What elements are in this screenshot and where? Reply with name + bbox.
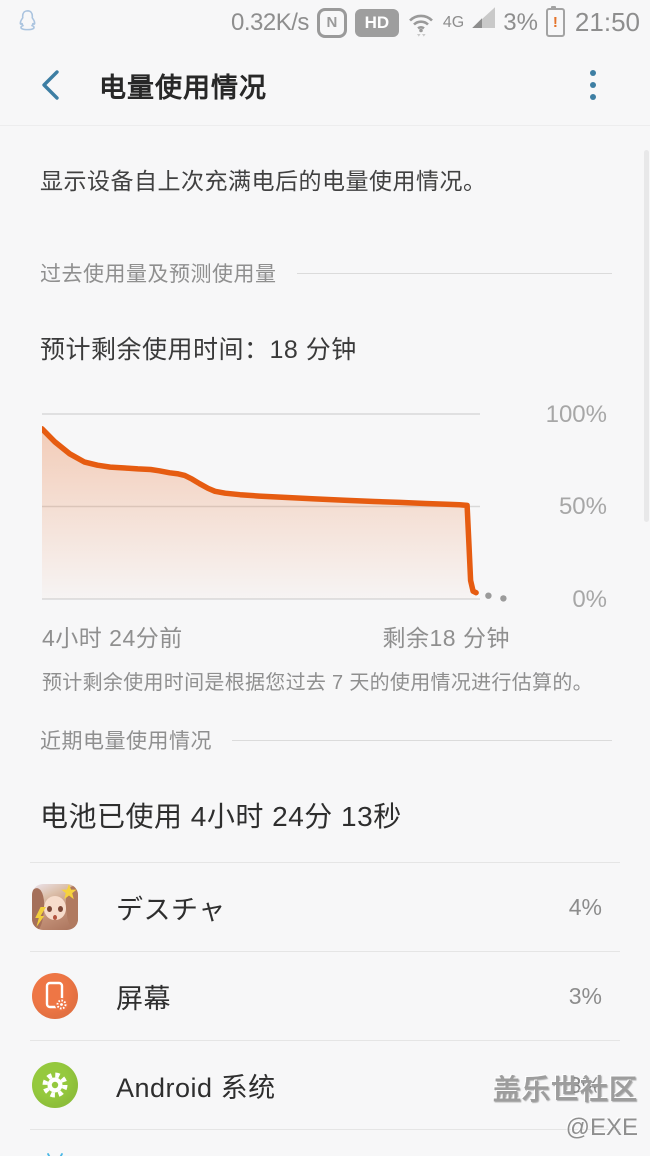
ytick-50: 50% — [558, 493, 607, 520]
section-divider-line — [232, 739, 612, 741]
app-name: Android 系统 — [116, 1072, 276, 1103]
nfc-icon: N — [316, 7, 347, 38]
network-speed: 0.32K/s — [231, 8, 309, 36]
section-forecast: 过去使用量及预测使用量 — [40, 258, 612, 288]
back-button[interactable] — [40, 68, 66, 102]
clock-time: 21:50 — [574, 7, 640, 37]
app-usage-percent: 3% — [568, 982, 602, 1009]
hd-voice-badge: HD — [354, 8, 399, 37]
battery-history-chart: 100% 50% 0% 4小时 24分前 剩余18 分钟 — [0, 366, 650, 656]
app-name: 屏幕 — [116, 983, 171, 1014]
app-usage-percent: 4% — [568, 893, 602, 920]
section-divider-line — [296, 272, 612, 274]
section-recent-label: 近期电量使用情况 — [40, 730, 212, 753]
predicted-usage-dots — [485, 592, 507, 602]
app-row-descha[interactable]: デスチャ 4% — [30, 862, 620, 951]
app-name: デスチャ — [116, 894, 226, 925]
overflow-menu-button[interactable] — [586, 66, 600, 104]
estimated-time-remaining: 预计剩余使用时间：18 分钟 — [40, 336, 357, 364]
app-header: 电量使用情况 — [0, 45, 650, 126]
signal-strength-icon — [472, 7, 496, 28]
status-bar: 0.32K/s N HD 4G 3% ! 21:50 — [0, 0, 650, 45]
section-recent-usage: 近期电量使用情况 — [40, 725, 612, 755]
screen-brightness-icon — [32, 973, 78, 1019]
app-row-android-system[interactable]: Android 系统 3% — [30, 1040, 620, 1129]
battery-low-icon: ! — [545, 6, 565, 37]
android-robot-icon — [32, 1151, 78, 1156]
battery-used-summary: 电池已使用 4小时 24分 13秒 — [40, 801, 402, 832]
app-usage-list: デスチャ 4% 屏幕 3% — [0, 862, 650, 1156]
intro-text: 显示设备自上次充满电后的电量使用情况。 — [40, 168, 487, 194]
ytick-0: 0% — [572, 586, 607, 613]
app-row-screen[interactable]: 屏幕 3% — [30, 951, 620, 1040]
qq-notification-icon — [19, 9, 36, 30]
wifi-icon — [407, 9, 435, 37]
battery-percent-text: 3% — [503, 8, 538, 36]
app-usage-percent: 3% — [568, 1071, 602, 1098]
scrollbar-thumb[interactable] — [644, 150, 649, 522]
back-chevron-icon — [42, 70, 59, 100]
ytick-100: 100% — [545, 401, 607, 428]
battery-level-line — [42, 426, 479, 596]
4g-indicator: 4G — [442, 14, 465, 31]
section-forecast-label: 过去使用量及预测使用量 — [40, 263, 277, 286]
android-system-gear-icon — [32, 1062, 78, 1108]
xaxis-end-label: 剩余18 分钟 — [382, 625, 510, 651]
app-row-android-os[interactable]: Android操作系统 2% — [30, 1129, 620, 1156]
status-bar-right: 0.32K/s N HD 4G 3% ! 21:50 — [231, 6, 640, 38]
battery-chart-canvas — [42, 413, 507, 602]
estimate-footnote: 预计剩余使用时间是根据您过去 7 天的使用情况进行估算的。 — [42, 672, 593, 694]
xaxis-start-label: 4小时 24分前 — [42, 625, 183, 651]
page-title: 电量使用情况 — [99, 72, 267, 103]
chart-area-fill — [42, 428, 477, 599]
anime-app-icon — [32, 884, 78, 930]
